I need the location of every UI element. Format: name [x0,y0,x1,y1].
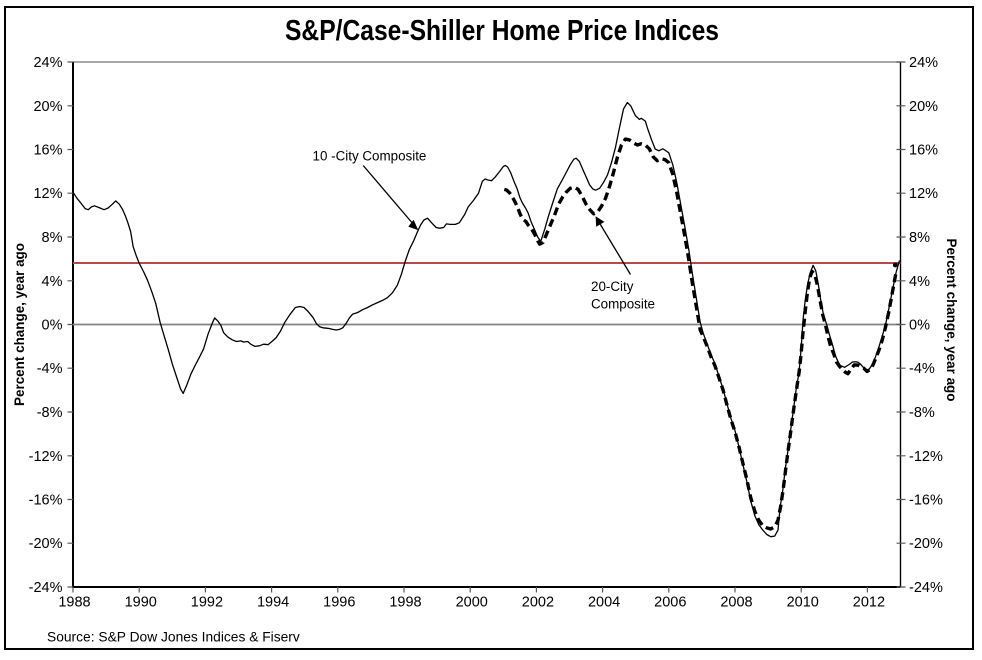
svg-text:1998: 1998 [389,595,421,611]
svg-text:1996: 1996 [323,595,355,611]
svg-text:Source: S&P Dow Jones Indices: Source: S&P Dow Jones Indices & Fiserv [47,630,300,645]
svg-text:Percent change, year ago: Percent change, year ago [944,239,959,402]
svg-text:-12%: -12% [29,449,63,465]
svg-text:1992: 1992 [191,595,223,611]
svg-text:-4%: -4% [37,361,63,377]
svg-text:16%: 16% [909,143,938,159]
svg-text:0%: 0% [42,318,63,334]
svg-text:2000: 2000 [456,595,488,611]
svg-text:S&P/Case-Shiller Home Price In: S&P/Case-Shiller Home Price Indices [285,15,719,47]
svg-text:-12%: -12% [909,449,943,465]
svg-text:12%: 12% [909,186,938,202]
svg-text:-8%: -8% [37,405,63,421]
svg-text:Percent change, year ago: Percent change, year ago [12,243,27,406]
svg-text:0%: 0% [909,318,930,334]
svg-text:-4%: -4% [909,361,935,377]
svg-text:1990: 1990 [125,595,157,611]
svg-text:4%: 4% [42,274,63,290]
svg-text:1988: 1988 [58,595,90,611]
svg-text:-20%: -20% [29,536,63,552]
svg-text:1994: 1994 [257,595,289,611]
svg-text:2008: 2008 [720,595,752,611]
svg-text:24%: 24% [909,55,938,71]
svg-text:-24%: -24% [909,580,943,596]
svg-text:-16%: -16% [29,493,63,509]
svg-text:20%: 20% [33,99,62,115]
svg-text:8%: 8% [909,230,930,246]
svg-text:2012: 2012 [853,595,885,611]
svg-text:2006: 2006 [654,595,686,611]
svg-text:20%: 20% [909,99,938,115]
svg-text:2002: 2002 [522,595,554,611]
svg-text:24%: 24% [33,55,62,71]
svg-text:2004: 2004 [588,595,620,611]
svg-text:10 -City Composite: 10 -City Composite [313,149,427,164]
svg-text:Composite: Composite [591,297,655,312]
svg-text:16%: 16% [33,143,62,159]
svg-text:20-City: 20-City [591,279,634,294]
svg-text:-24%: -24% [29,580,63,596]
svg-text:-16%: -16% [909,493,943,509]
svg-text:-20%: -20% [909,536,943,552]
svg-text:4%: 4% [909,274,930,290]
svg-text:8%: 8% [42,230,63,246]
svg-text:-8%: -8% [909,405,935,421]
svg-text:12%: 12% [33,186,62,202]
svg-text:2010: 2010 [787,595,819,611]
